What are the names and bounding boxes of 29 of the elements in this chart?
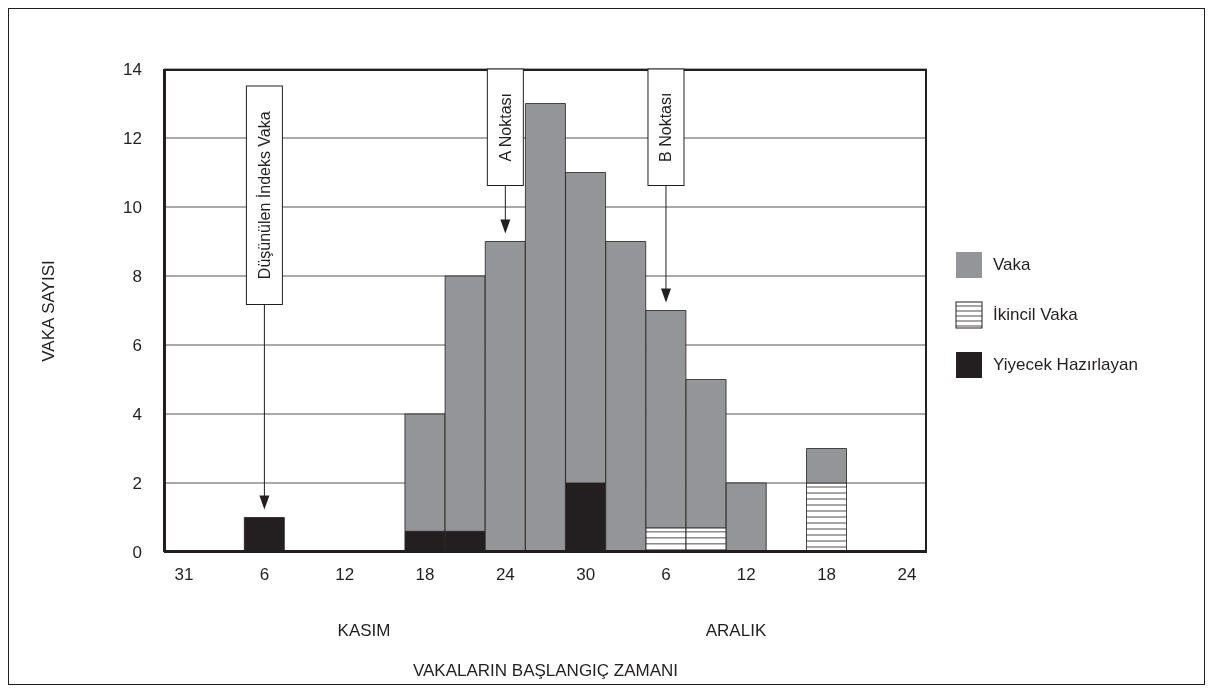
x-tick-label: 18 <box>415 565 435 585</box>
legend-label: Vaka <box>993 255 1031 275</box>
x-tick-label: 31 <box>174 565 194 585</box>
y-tick-label: 12 <box>123 129 142 149</box>
x-tick-label: 6 <box>259 565 270 585</box>
y-tick-label: 0 <box>132 543 142 563</box>
text: KASIM <box>337 621 391 641</box>
x-tick-label: 18 <box>817 565 837 585</box>
annotation: B Noktası <box>657 92 675 162</box>
x-tick-label: 24 <box>495 565 515 585</box>
x-axis-title: VAKALARIN BAŞLANGIÇ ZAMANI <box>411 661 680 681</box>
annotation: Düşünülen İndeks Vaka <box>254 111 273 280</box>
bar <box>243 517 285 552</box>
x-tick-label: 24 <box>897 565 917 585</box>
y-tick-label: 8 <box>132 267 142 287</box>
y-axis-title: VAKA SAYISI <box>39 258 59 364</box>
text: ARALIK <box>705 621 767 641</box>
annotation: A Noktası <box>496 93 514 162</box>
x-tick-label: 6 <box>661 565 671 585</box>
legend-label: İkincil Vaka <box>993 305 1078 325</box>
y-tick-label: 2 <box>132 474 142 494</box>
x-tick-label: 12 <box>335 565 355 585</box>
y-tick-label: 10 <box>123 198 142 218</box>
y-tick-label: 6 <box>132 336 142 356</box>
x-tick-label: 12 <box>736 565 756 585</box>
y-tick-label: 14 <box>123 60 142 80</box>
x-tick-label: 30 <box>576 565 596 585</box>
legend-label: Yiyecek Hazırlayan <box>993 355 1138 375</box>
y-tick-label: 4 <box>132 405 142 425</box>
